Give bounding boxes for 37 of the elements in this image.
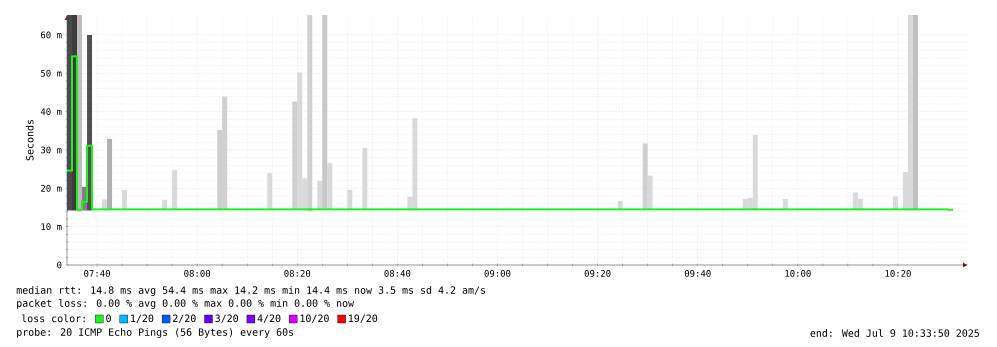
legend-label: 1/20 — [131, 314, 154, 323]
bar — [327, 163, 332, 210]
bar — [122, 190, 128, 210]
x-tick-label: 08:00 — [184, 270, 210, 277]
x-tick-label: 10:00 — [785, 270, 811, 277]
y-tick-label: 40 m — [40, 108, 62, 116]
y-tick-label: 20 m — [41, 184, 62, 192]
x-tick-label: 09:40 — [684, 270, 711, 277]
bar — [172, 170, 178, 210]
legend-label: 10/20 — [300, 314, 329, 323]
y-axis-title: Seconds — [26, 120, 34, 160]
bar — [317, 181, 322, 210]
text: probe: 20 ICMP Echo Pings (56 Bytes) every 60s — [17, 328, 294, 338]
text: packet loss: 0.00 % avg 0.00 % max 0.00 % min 0.00 % now — [17, 299, 354, 309]
x-tick-label: 08:40 — [384, 270, 410, 277]
y-tick-label: 50 m — [41, 70, 62, 77]
x-tick-label: 09:20 — [584, 270, 611, 277]
legend-title: loss color: — [22, 314, 85, 322]
x-tick-label: 09:00 — [484, 270, 510, 277]
legend-label: 19/20 — [349, 314, 378, 323]
y-tick-label: 10 m — [41, 223, 62, 230]
bar — [362, 148, 368, 210]
bar — [267, 173, 272, 210]
text: median rtt: 14.8 ms avg 54.4 ms max 14.2 ms min 14.4 ms now 3.5 ms sd 4.2 am/s — [16, 286, 486, 296]
bar — [107, 138, 112, 210]
legend-label: 2/20 — [173, 314, 196, 323]
bar — [347, 190, 352, 210]
y-tick-label: 0 — [57, 262, 62, 268]
x-tick-label: 08:20 — [284, 270, 310, 277]
legend-label: 4/20 — [258, 314, 280, 323]
x-tick-label: 10:20 — [886, 270, 911, 277]
y-tick-label: 30 m — [40, 146, 62, 154]
legend-label: 0 — [106, 314, 111, 322]
x-tick-label: 07:40 — [84, 270, 110, 277]
text: end: Wed Jul 9 10:33:50 2025 — [810, 329, 979, 337]
legend-label: 3/20 — [215, 314, 238, 323]
y-tick-label: 60 m — [40, 32, 62, 38]
